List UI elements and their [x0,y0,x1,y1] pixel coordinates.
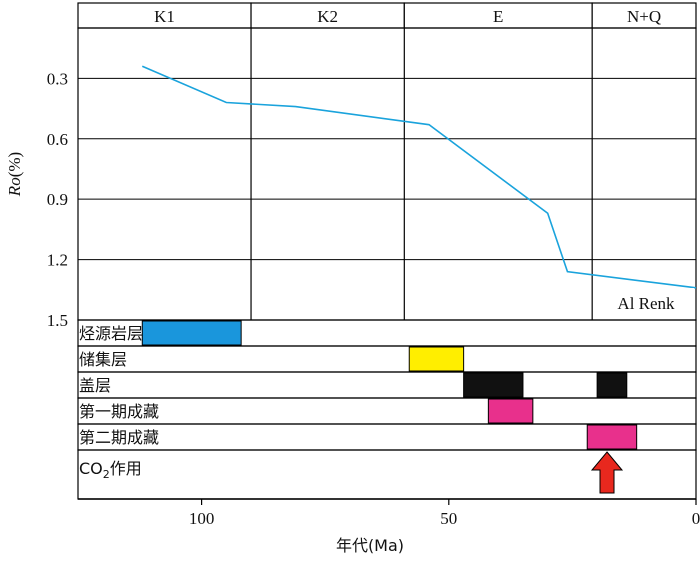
event-label-2: 盖层 [79,376,111,395]
period-label-1: K2 [317,7,338,26]
y-tick-label-0: 0.3 [47,69,68,88]
event-label-main: CO [79,459,103,478]
period-header: K1 K2 E N+Q [77,2,697,29]
period-label-2: E [493,7,503,26]
event-bar-1-0 [408,346,465,372]
period-label-0: K1 [154,7,175,26]
x-tick-label-0: 100 [189,509,215,528]
series-label: Al Renk [617,294,675,313]
y-axis-label-unit: (%) [5,152,24,177]
y-tick-label-1: 0.6 [47,130,68,149]
period-dividers [250,28,593,320]
y-tick-label-4: 1.5 [47,311,68,330]
event-label-4: 第二期成藏 [79,428,159,447]
period-cell-0 [77,2,252,29]
ro-plot-area: Al Renk [77,27,697,321]
x-axis-label: 年代(Ma) [336,536,404,555]
event-label-1: 储集层 [79,350,127,369]
y-axis-label: Ro(%) [5,152,24,197]
x-tick-label-1: 50 [440,509,457,528]
gridlines [78,77,696,261]
series-line-al-renk [141,65,697,289]
event-label-tail: 作用 [110,459,142,478]
event-label-0: 烃源岩层 [79,324,143,343]
series-label-box [598,288,694,314]
event-bar-2-0 [463,372,524,398]
period-cell-1 [250,2,405,29]
y-tick-label-3: 1.2 [47,251,68,270]
event-row-1 [77,345,697,373]
event-bar-3-0 [487,398,534,424]
event-label-sub: 2 [103,468,110,481]
y-tick-labels: 0.3 0.6 0.9 1.2 1.5 [47,69,68,330]
period-label-3: N+Q [627,7,661,26]
event-bar-2-1 [596,372,628,398]
x-axis: 100 50 0 [78,498,700,528]
y-tick-label-2: 0.9 [47,190,68,209]
event-label-5: CO2作用 [79,459,142,481]
event-bar-4-0 [586,424,638,450]
x-tick-label-2: 0 [692,509,700,528]
event-label-3: 第一期成藏 [79,402,159,421]
period-cell-3 [591,2,697,29]
y-axis-label-ro: Ro [5,177,24,197]
co2-arrow-icon [590,451,624,494]
event-row-3 [77,397,697,425]
event-bar-0-0 [141,320,242,346]
